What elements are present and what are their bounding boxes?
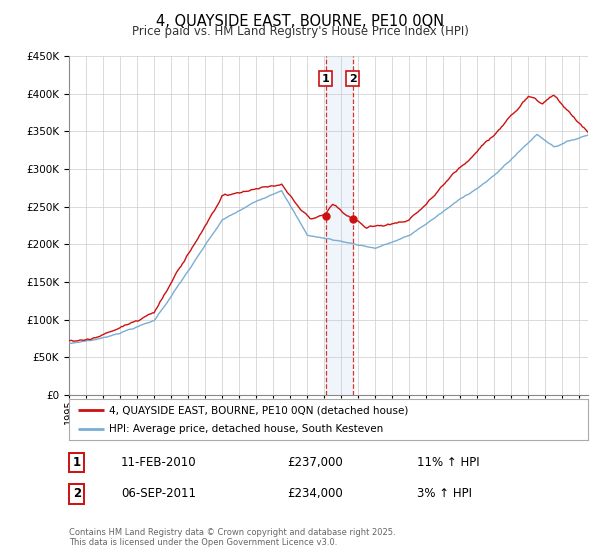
- Text: £234,000: £234,000: [287, 487, 343, 500]
- Text: 3% ↑ HPI: 3% ↑ HPI: [417, 487, 472, 500]
- Text: £237,000: £237,000: [287, 456, 343, 469]
- Text: 4, QUAYSIDE EAST, BOURNE, PE10 0QN (detached house): 4, QUAYSIDE EAST, BOURNE, PE10 0QN (deta…: [109, 405, 409, 415]
- Bar: [326, 56, 353, 395]
- Text: 11-FEB-2010: 11-FEB-2010: [121, 456, 197, 469]
- Text: HPI: Average price, detached house, South Kesteven: HPI: Average price, detached house, Sout…: [109, 424, 384, 433]
- Text: 06-SEP-2011: 06-SEP-2011: [121, 487, 196, 500]
- Text: 1: 1: [322, 73, 329, 83]
- Text: 2: 2: [73, 487, 81, 500]
- Text: 2: 2: [349, 73, 356, 83]
- Text: 4, QUAYSIDE EAST, BOURNE, PE10 0QN: 4, QUAYSIDE EAST, BOURNE, PE10 0QN: [156, 14, 444, 29]
- Text: 1: 1: [73, 456, 81, 469]
- Text: 11% ↑ HPI: 11% ↑ HPI: [417, 456, 479, 469]
- Text: Price paid vs. HM Land Registry's House Price Index (HPI): Price paid vs. HM Land Registry's House …: [131, 25, 469, 38]
- Text: Contains HM Land Registry data © Crown copyright and database right 2025.
This d: Contains HM Land Registry data © Crown c…: [69, 528, 395, 547]
